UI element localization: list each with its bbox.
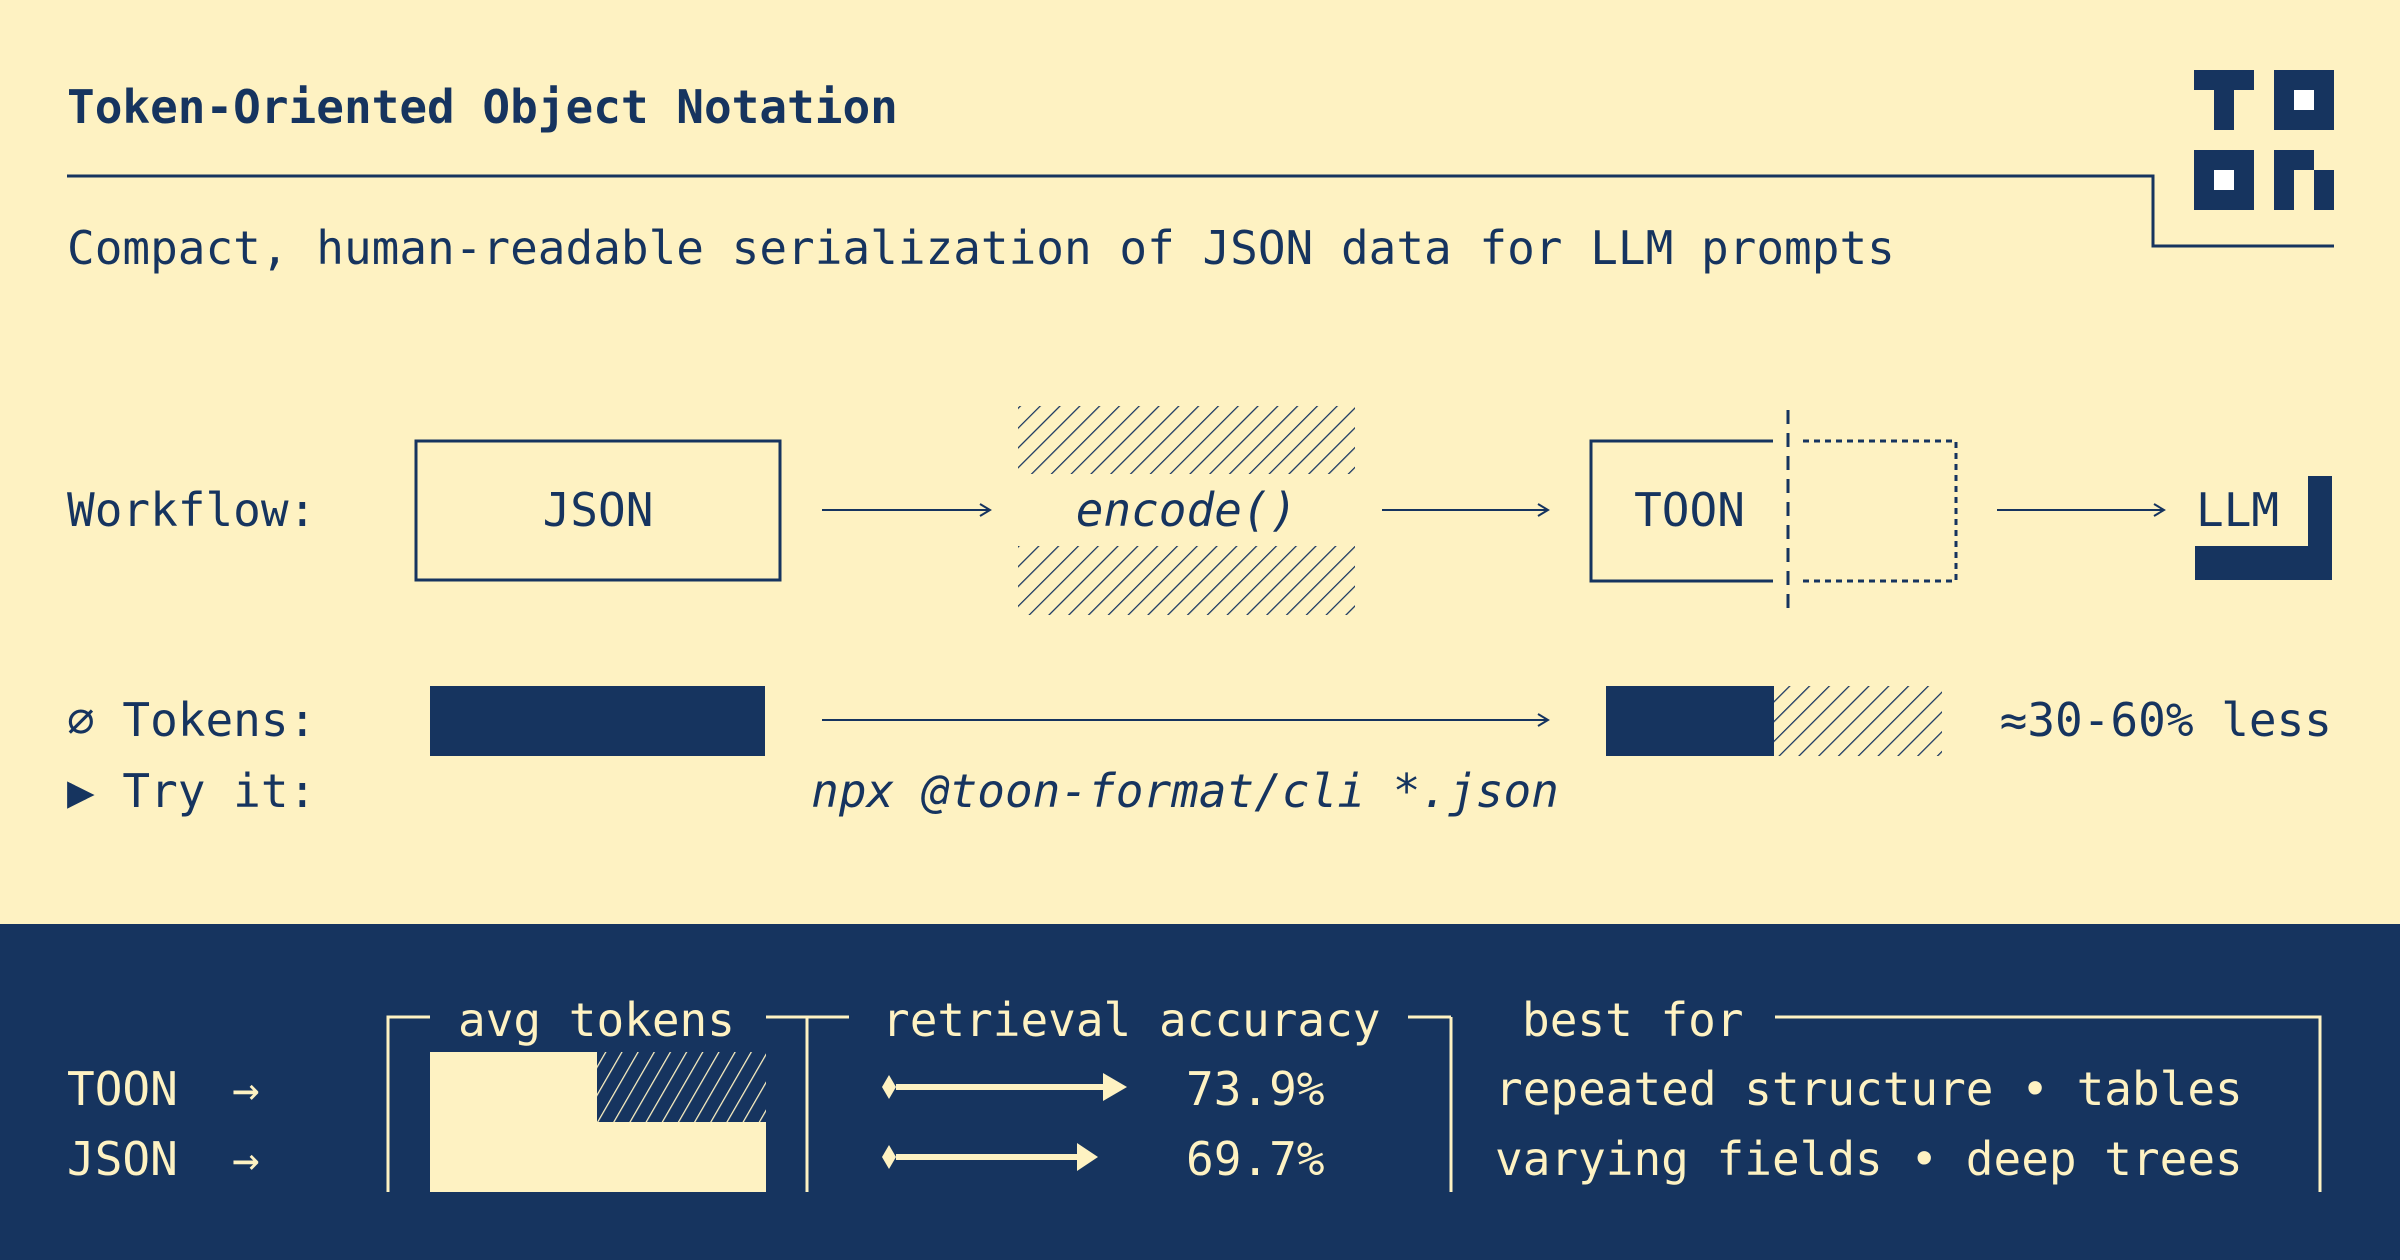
- toon-best-for: repeated structure • tables: [1495, 1062, 2243, 1116]
- json-best-for: varying fields • deep trees: [1495, 1132, 2243, 1186]
- encode-step: encode(): [1075, 483, 1298, 537]
- page-title: Token-Oriented Object Notation: [67, 80, 898, 134]
- avg-tokens-frame-left: [386, 1015, 430, 1192]
- json-row-label: JSON: [67, 1132, 178, 1186]
- json-accuracy-arrow: [882, 1145, 896, 1169]
- toon-avg-token-saved-hatch: [597, 1052, 766, 1122]
- header-rule: [67, 174, 2334, 248]
- avg-tokens-header: avg tokens: [458, 993, 735, 1047]
- json-accuracy: 69.7%: [1186, 1132, 1325, 1186]
- toon-saved-box: [1803, 439, 1958, 583]
- toon-step: TOON: [1634, 483, 1745, 537]
- encode-hatch-bottom: [1018, 546, 1355, 615]
- json-avg-token-bar: [430, 1122, 766, 1192]
- toon-token-saved-hatch: [1774, 686, 1942, 756]
- llm-bracket: [2195, 476, 2332, 580]
- token-savings: ≈30-60% less: [1999, 693, 2332, 747]
- best-for-header: best for: [1522, 993, 1744, 1047]
- encode-hatch-top: [1018, 406, 1355, 474]
- arrow-icon: →: [232, 1132, 260, 1186]
- json-box: [414, 439, 782, 582]
- toon-row-label: TOON: [67, 1062, 178, 1116]
- arrow-icon: →: [232, 1062, 260, 1116]
- toon-accuracy-arrow: [882, 1075, 896, 1099]
- llm-step: LLM: [2196, 483, 2280, 537]
- json-step: JSON: [542, 483, 654, 537]
- try-it-label: ▶ Try it:: [67, 764, 317, 818]
- toon-token-bar: [1606, 686, 1774, 756]
- stats-band: [0, 924, 2400, 1260]
- toon-avg-token-bar: [430, 1052, 597, 1122]
- json-token-bar: [430, 686, 765, 756]
- tokens-label: ⌀ Tokens:: [67, 693, 317, 747]
- toon-box: [1589, 439, 1773, 583]
- toon-logo: [2194, 70, 2334, 210]
- cli-command[interactable]: npx @toon-format/cli *.json: [811, 764, 1559, 818]
- workflow-arrows: [822, 503, 2166, 727]
- workflow-label: Workflow:: [67, 483, 317, 537]
- page-subtitle: Compact, human-readable serialization of…: [67, 221, 1895, 275]
- accuracy-arrows: [882, 1073, 1127, 1171]
- accuracy-header: retrieval accuracy: [882, 993, 1381, 1047]
- best-for-frame: [1775, 1015, 2322, 1192]
- toon-accuracy: 73.9%: [1186, 1062, 1325, 1116]
